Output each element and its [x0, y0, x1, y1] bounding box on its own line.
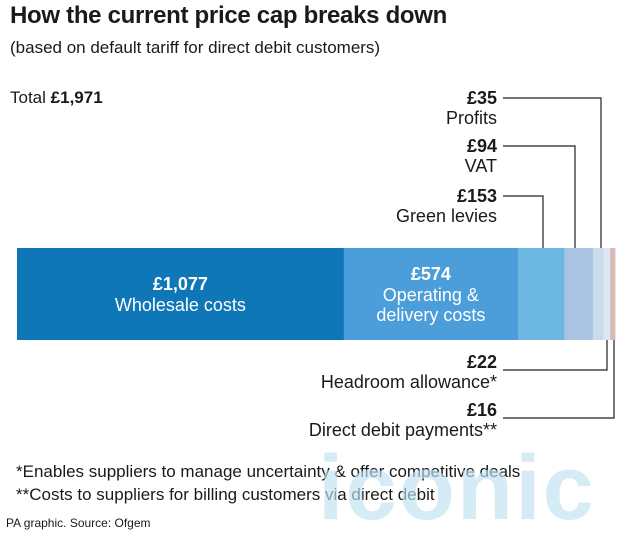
- callout-line-2: [503, 195, 544, 248]
- bar-segment-6: [610, 248, 616, 340]
- total-label: Total £1,971: [10, 88, 103, 108]
- bar-value-label-0: £1,077: [153, 274, 208, 294]
- callout-line-3: [503, 145, 576, 248]
- callout-value-5: £22: [467, 352, 497, 372]
- chart-subtitle: (based on default tariff for direct debi…: [10, 38, 381, 57]
- total-value: £1,971: [50, 88, 103, 107]
- callout-value-2: £153: [457, 186, 497, 206]
- chart-title: How the current price cap breaks down: [10, 2, 448, 29]
- callout-label-6: Direct debit payments**: [309, 420, 497, 440]
- callout-value-4: £35: [467, 88, 497, 108]
- bar-segment-2: [517, 248, 565, 340]
- bar-segment-4: [592, 248, 604, 340]
- callout-line-4: [503, 97, 602, 248]
- total-text: Total: [10, 88, 46, 107]
- callout-value-6: £16: [467, 400, 497, 420]
- callout-value-3: £94: [467, 136, 497, 156]
- footnote-headroom: *Enables suppliers to manage uncertainty…: [16, 462, 521, 481]
- callout-line-5: [503, 340, 608, 371]
- bar-segment-0: [17, 248, 345, 340]
- footnote-direct-debit: **Costs to suppliers for billing custome…: [16, 485, 435, 504]
- bar-segment-1: [343, 248, 519, 340]
- source-credit: PA graphic. Source: Ofgem: [6, 516, 151, 530]
- bar-value-label-1: £574: [411, 264, 451, 284]
- callout-label-4: Profits: [446, 108, 497, 128]
- bar-segment-5: [603, 248, 611, 340]
- callout-label-5: Headroom allowance*: [321, 372, 497, 392]
- callout-label-2: Green levies: [396, 206, 497, 226]
- bar-category-label-1-1: delivery costs: [376, 305, 485, 325]
- bar-category-label-1-0: Operating &: [383, 285, 479, 305]
- bar-segment-3: [564, 248, 594, 340]
- callout-label-3: VAT: [465, 156, 497, 176]
- callout-line-6: [503, 340, 615, 419]
- bar-category-label-0-0: Wholesale costs: [115, 295, 246, 315]
